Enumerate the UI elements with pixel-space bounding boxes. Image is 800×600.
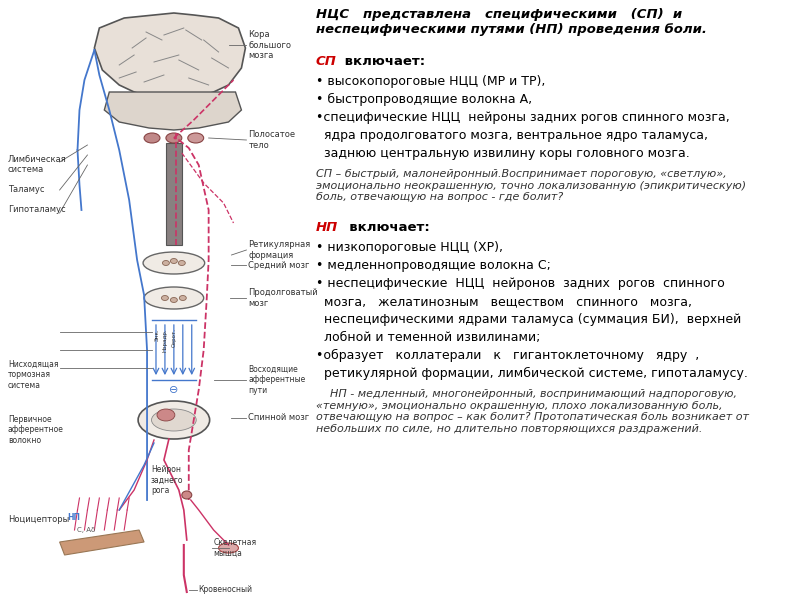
Polygon shape bbox=[60, 530, 144, 555]
Ellipse shape bbox=[162, 260, 170, 265]
Text: Кора
большого
мозга: Кора большого мозга bbox=[248, 30, 291, 60]
Text: СП: СП bbox=[316, 55, 337, 68]
Text: ⊖: ⊖ bbox=[169, 385, 178, 395]
Ellipse shape bbox=[182, 491, 192, 499]
Text: НП: НП bbox=[316, 221, 338, 234]
Text: лобной и теменной извилинами;: лобной и теменной извилинами; bbox=[316, 331, 540, 344]
Text: неспецифическими ядрами таламуса (суммация БИ),  верхней: неспецифическими ядрами таламуса (суммац… bbox=[316, 313, 742, 326]
Text: Норадр.: Норадр. bbox=[162, 328, 167, 352]
Text: Продолговатый
мозг: Продолговатый мозг bbox=[248, 289, 318, 308]
Text: Спинной мозг: Спинной мозг bbox=[248, 413, 310, 422]
Text: ядра продолговатого мозга, вентральное ядро таламуса,: ядра продолговатого мозга, вентральное я… bbox=[316, 129, 708, 142]
Text: Кровеносный: Кровеносный bbox=[198, 586, 253, 595]
Text: включает:: включает: bbox=[340, 55, 425, 68]
Text: • низкопороговые НЦЦ (ХР),: • низкопороговые НЦЦ (ХР), bbox=[316, 241, 503, 254]
Text: • высокопороговые НЦЦ (МР и ТР),: • высокопороговые НЦЦ (МР и ТР), bbox=[316, 75, 546, 88]
Ellipse shape bbox=[144, 287, 204, 309]
Ellipse shape bbox=[188, 133, 204, 143]
Text: • быстропроводящие волокна А,: • быстропроводящие волокна А, bbox=[316, 93, 532, 106]
Ellipse shape bbox=[143, 252, 205, 274]
Ellipse shape bbox=[157, 409, 175, 421]
Text: ретикулярной формации, лимбической системе, гипоталамусу.: ретикулярной формации, лимбической систе… bbox=[316, 367, 748, 380]
Polygon shape bbox=[104, 92, 242, 130]
Text: • неспецифические  НЦЦ  нейронов  задних  рогов  спинного: • неспецифические НЦЦ нейронов задних ро… bbox=[316, 277, 725, 290]
Text: мозга,   желатинозным   веществом   спинного   мозга,: мозга, желатинозным веществом спинного м… bbox=[316, 295, 692, 308]
Text: заднюю центральную извилину коры головного мозга.: заднюю центральную извилину коры головно… bbox=[316, 147, 690, 160]
Text: Первичное
афферентное
волокно: Первичное афферентное волокно bbox=[8, 415, 64, 445]
Text: НЦС   представлена   специфическими   (СП)  и
неспецифическими путями (НП) прове: НЦС представлена специфическими (СП) и н… bbox=[316, 8, 707, 36]
Text: включает:: включает: bbox=[340, 221, 430, 234]
Ellipse shape bbox=[162, 295, 169, 301]
Text: Средний мозг: Средний мозг bbox=[248, 260, 310, 269]
Text: Энк.: Энк. bbox=[154, 328, 159, 341]
Text: Ноцицепторы: Ноцицепторы bbox=[8, 515, 69, 524]
Ellipse shape bbox=[151, 409, 196, 431]
Ellipse shape bbox=[144, 133, 160, 143]
Ellipse shape bbox=[179, 295, 186, 301]
Text: Нейрон
заднего
рога: Нейрон заднего рога bbox=[151, 465, 183, 495]
Ellipse shape bbox=[138, 401, 210, 439]
Text: Скелетная
мышца: Скелетная мышца bbox=[214, 538, 257, 558]
Ellipse shape bbox=[178, 260, 186, 265]
Text: •специфические НЦЦ  нейроны задних рогов спинного мозга,: •специфические НЦЦ нейроны задних рогов … bbox=[316, 111, 730, 124]
Text: • медленнопроводящие волокна С;: • медленнопроводящие волокна С; bbox=[316, 259, 551, 272]
Ellipse shape bbox=[218, 543, 238, 553]
Ellipse shape bbox=[170, 259, 178, 263]
Text: Полосатое
тело: Полосатое тело bbox=[248, 130, 295, 149]
Text: Лимбическая
система: Лимбическая система bbox=[8, 155, 66, 175]
Polygon shape bbox=[94, 13, 246, 100]
Text: НП - медленный, многонейронный, воспринимающий надпороговую,
«темную», эмоционал: НП - медленный, многонейронный, восприни… bbox=[316, 389, 749, 434]
Text: Восходящие
афферентные
пути: Восходящие афферентные пути bbox=[248, 365, 306, 395]
Text: Нисходящая
тормозная
система: Нисходящая тормозная система bbox=[8, 360, 58, 390]
Ellipse shape bbox=[170, 298, 178, 302]
Text: Ретикулярная
формация: Ретикулярная формация bbox=[248, 240, 310, 260]
Bar bbox=[166, 143, 182, 245]
Text: Таламус: Таламус bbox=[8, 185, 45, 194]
Text: Серот.: Серот. bbox=[171, 328, 176, 347]
Ellipse shape bbox=[166, 133, 182, 143]
Text: НП: НП bbox=[67, 514, 81, 523]
Text: Гипоталамус: Гипоталамус bbox=[8, 205, 66, 214]
Text: •образует   коллатерали   к   гигантоклеточному   ядру  ,: •образует коллатерали к гигантоклеточном… bbox=[316, 349, 699, 362]
Text: СП – быстрый, малонейронный.Воспринимает пороговую, «светлую»,
эмоционально неок: СП – быстрый, малонейронный.Воспринимает… bbox=[316, 169, 746, 202]
Text: С, Аδ: С, Аδ bbox=[78, 527, 96, 533]
